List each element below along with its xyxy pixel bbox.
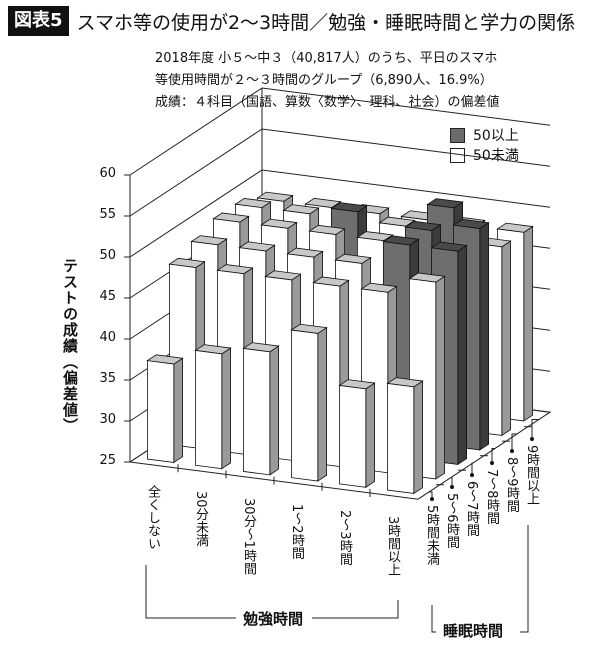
z-category-label: 7〜8時間 <box>484 469 499 525</box>
x-category-label: 1〜2時間 <box>289 503 304 560</box>
subtitle-line-1: 2018年度 小５〜中３（40,817人）のうち、平日のスマホ <box>155 51 498 66</box>
x-category-label: 3時間以上 <box>385 516 400 577</box>
z-leader-line <box>531 418 539 437</box>
subtitle-line-3: 成績：４科目（国語、算数〈数学〉、理科、社会）の偏差値 <box>155 95 500 110</box>
z-category-label: 6〜7時間 <box>464 481 479 537</box>
z-category-label: 8〜9時間 <box>504 457 519 513</box>
bar-side <box>269 345 280 476</box>
figure-label: 図表5 <box>8 6 69 36</box>
bar-front <box>386 382 415 494</box>
bar-front <box>146 360 175 463</box>
z-leader-dot <box>530 437 534 441</box>
z-group-label: 睡眠時間 <box>438 620 509 641</box>
y-tick-label: 45 <box>99 289 116 304</box>
z-category-label: 5時間未満 <box>424 505 439 566</box>
y-tick-label: 30 <box>99 412 116 427</box>
x-bracket-right <box>312 600 399 619</box>
bar-front <box>194 349 223 470</box>
gridline <box>129 87 551 176</box>
bar-side <box>479 222 490 451</box>
z-leader-dot <box>510 449 514 453</box>
legend-label: 50以上 <box>473 128 519 144</box>
z-leader-line <box>451 476 453 485</box>
y-tick-label: 35 <box>99 371 116 386</box>
bar-side <box>435 275 446 480</box>
chart-subtitle: 2018年度 小５〜中３（40,817人）のうち、平日のスマホ 等使用時間が２〜… <box>155 48 500 114</box>
z-leader-dot <box>490 461 494 465</box>
y-axis-title: テストの成績（偏差値） <box>61 258 79 434</box>
bar-side <box>457 244 468 466</box>
y-tick-label: 25 <box>99 453 116 468</box>
x-bracket-left <box>145 565 236 619</box>
bar-side <box>523 225 533 422</box>
legend-label: 50未満 <box>473 148 519 164</box>
z-bracket-left <box>431 605 436 633</box>
z-leader-dot <box>470 473 474 477</box>
y-tick-label: 40 <box>99 330 116 345</box>
title-bar: 図表5 スマホ等の使用が2〜3時間／勉強・睡眠時間と学力の関係 <box>8 6 575 36</box>
z-leader-line <box>491 447 495 461</box>
x-category-label: 2〜3時間 <box>337 509 352 566</box>
legend-item-above-50: 50以上 <box>450 125 519 145</box>
bar-front <box>338 384 367 488</box>
y-tick-label: 60 <box>99 166 116 181</box>
legend-swatch-dark <box>450 127 465 143</box>
bar-side <box>317 326 328 482</box>
z-bracket-right <box>520 525 529 633</box>
bar-front <box>242 347 271 476</box>
y-tick-label: 50 <box>99 248 116 263</box>
bar-side <box>501 240 512 437</box>
z-leader-line <box>471 462 473 473</box>
x-category-label: 30分〜1時間 <box>241 497 256 575</box>
bar-side <box>221 347 232 470</box>
y-tick-label: 55 <box>99 207 116 222</box>
x-category-label: 30分未満 <box>193 491 208 547</box>
bar-side <box>173 357 184 464</box>
bar-side <box>365 382 376 488</box>
z-category-label: 5〜6時間 <box>444 493 459 549</box>
z-category-label: 9時間以上 <box>524 445 539 506</box>
subtitle-line-2: 等使用時間が２〜３時間のグループ（6,890人、16.9%） <box>155 73 493 88</box>
legend: 50以上 50未満 <box>450 125 519 165</box>
x-category-label: 全くしない <box>145 485 160 551</box>
z-leader-line <box>511 433 517 449</box>
z-leader-line <box>429 491 433 497</box>
bar-side <box>413 380 424 495</box>
x-group-label: 勉強時間 <box>238 608 309 629</box>
bar-front <box>290 329 319 482</box>
z-leader-dot <box>450 485 454 489</box>
z-leader-dot <box>430 497 434 501</box>
chart-title: スマホ等の使用が2〜3時間／勉強・睡眠時間と学力の関係 <box>76 11 576 34</box>
